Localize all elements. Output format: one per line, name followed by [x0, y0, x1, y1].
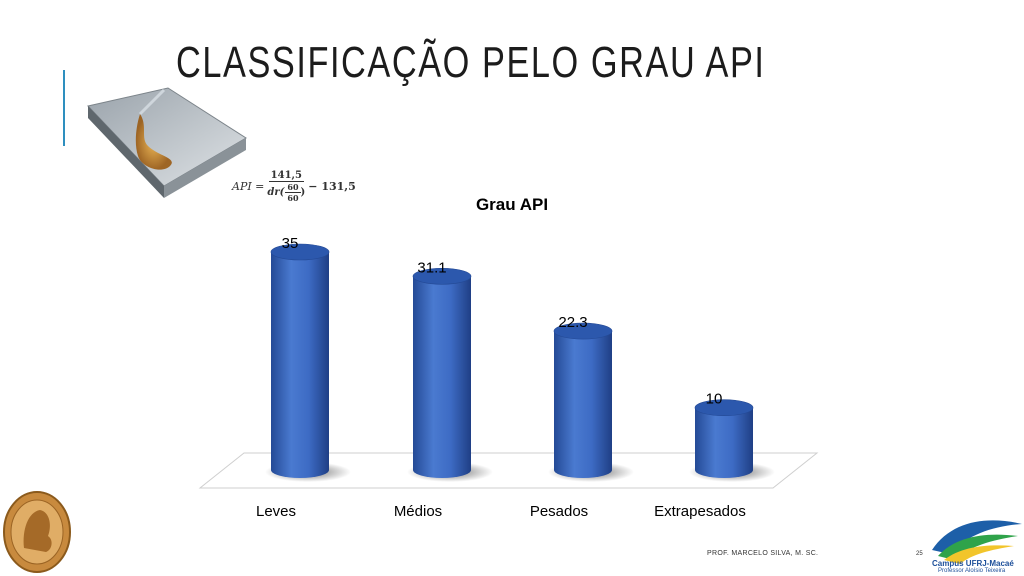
page-number: 25 [916, 551, 923, 557]
chart-floor [198, 452, 819, 489]
formula-fraction: 141,5 dr( 60 60 ) [267, 170, 305, 203]
ufrj-seal-logo [3, 491, 71, 573]
campus-subtitle: Professor Aloísio Teixeira [938, 568, 1006, 574]
slide-title: CLASSIFICAÇÃO PELO GRAU API [176, 38, 766, 87]
formula-rhs: − 131,5 [308, 180, 356, 193]
bar-top-cap [553, 322, 613, 340]
title-accent-line [63, 70, 65, 146]
formula-inner-fraction: 60 60 [285, 182, 301, 203]
formula-den-suffix: ) [300, 187, 306, 198]
bar-top-cap [270, 243, 330, 261]
api-formula: API = 141,5 dr( 60 60 ) − 131,5 [232, 170, 356, 203]
bar-top-cap [412, 267, 472, 285]
formula-inner-den: 60 [287, 193, 299, 203]
category-label: Leves [256, 503, 296, 520]
data-label: 22.3 [558, 314, 587, 331]
formula-lhs: API = [232, 180, 265, 193]
chart-title: Grau API [476, 195, 548, 214]
data-label: 10 [706, 391, 723, 408]
data-label: 31.1 [417, 259, 446, 276]
formula-den-prefix: dr( [267, 187, 285, 198]
data-label: 35 [282, 235, 299, 252]
oil-drop-photo [87, 87, 247, 198]
category-label: Pesados [530, 503, 588, 520]
category-label: Extrapesados [654, 503, 746, 520]
formula-denominator: dr( 60 60 ) [267, 182, 305, 203]
bar-pesados [554, 331, 612, 478]
campus-macae-logo [932, 520, 1022, 564]
category-label: Médios [394, 503, 442, 520]
bar-médios [413, 276, 471, 478]
footer-author: PROF. MARCELO SILVA, M. SC. [707, 550, 819, 557]
bar-extrapesados [695, 407, 753, 478]
campus-name: Campus UFRJ-Macaé [932, 559, 1014, 568]
formula-inner-num: 60 [285, 182, 301, 193]
bar-leves [271, 252, 329, 478]
bar-top-cap [694, 399, 754, 417]
formula-numerator: 141,5 [268, 170, 304, 182]
